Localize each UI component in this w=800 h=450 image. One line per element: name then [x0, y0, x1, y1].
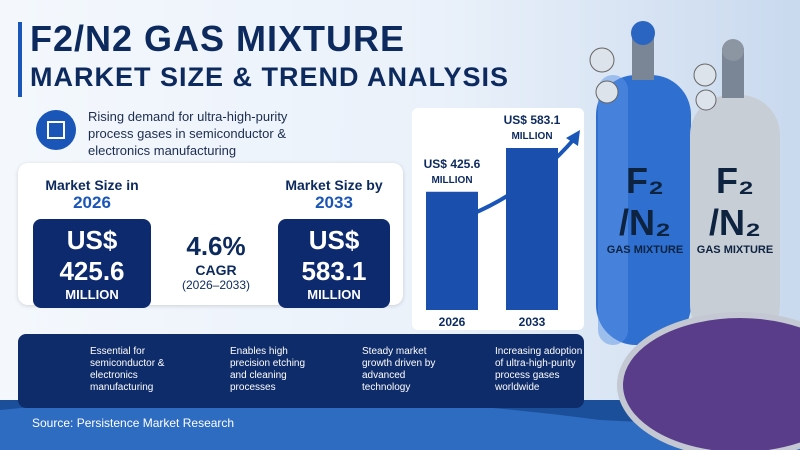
- bar: [506, 148, 558, 310]
- formula: F₂: [626, 160, 664, 201]
- cylinder-label: F₂ /N₂ GAS MIXTURE: [600, 160, 690, 256]
- bar-chart: US$ 425.6 MILLION 2026 US$ 583.1 MILLION 2033: [424, 113, 561, 329]
- stat-label: Market Size in: [45, 177, 139, 193]
- stat-year: 2033: [315, 193, 353, 212]
- source: Source: Persistence Market Research: [32, 416, 235, 430]
- stat-unit: MILLION: [65, 287, 119, 302]
- wave: [0, 397, 800, 450]
- chip-icon: [36, 110, 76, 150]
- stat-year: 2026: [73, 193, 111, 212]
- value-label: US$ 583.1: [504, 113, 561, 127]
- gas-label: GAS MIXTURE: [696, 244, 774, 256]
- stat-unit: MILLION: [307, 287, 361, 302]
- tagline: Rising demand for ultra-high-purity proc…: [88, 109, 288, 158]
- cylinder-label: F₂ /N₂ GAS MIXTURE: [690, 160, 780, 256]
- stat-value: US$ 583.1: [301, 225, 367, 286]
- stat-label: CAGR: [195, 262, 237, 278]
- x-tick-label: 2026: [439, 315, 466, 329]
- stat-period: (2026–2033): [181, 278, 251, 292]
- stats-panel: Market Size in 2026 US$ 425.6 MILLION 4.6…: [18, 163, 403, 308]
- feature: Enables high precision etching and clean…: [230, 346, 306, 393]
- value-unit: MILLION: [431, 175, 472, 186]
- formula: /N₂: [619, 202, 671, 243]
- wafer: [617, 312, 800, 450]
- feature: Increasing adoption of ultra-high-purity…: [495, 346, 583, 393]
- x-tick-label: 2033: [519, 315, 546, 329]
- feature-band: [18, 334, 584, 408]
- title-bar: [18, 22, 22, 97]
- formula: /N₂: [709, 202, 761, 243]
- formula: F₂: [716, 160, 754, 201]
- stat: Market Size in 2026 US$ 425.6 MILLION: [33, 177, 151, 308]
- stat-value: 4.6%: [186, 231, 246, 261]
- feature: Steady market growth driven by advanced …: [362, 346, 436, 393]
- stat-label: Market Size by: [285, 177, 383, 193]
- cylinder-silver: [690, 95, 780, 345]
- stat-value: US$ 425.6: [59, 225, 125, 286]
- value-label: US$ 425.6: [424, 157, 481, 171]
- subtitle: MARKET SIZE & TREND ANALYSIS: [30, 62, 510, 92]
- gas-label: GAS MIXTURE: [606, 244, 684, 256]
- value-unit: MILLION: [511, 131, 552, 142]
- title: F2/N2 GAS MIXTURE: [30, 18, 406, 59]
- bar: [426, 191, 478, 310]
- stat: Market Size by 2033 US$ 583.1 MILLION: [278, 177, 390, 308]
- feature: Essential for semiconductor & electronic…: [90, 346, 165, 393]
- stat: 4.6% CAGR (2026–2033): [166, 231, 266, 292]
